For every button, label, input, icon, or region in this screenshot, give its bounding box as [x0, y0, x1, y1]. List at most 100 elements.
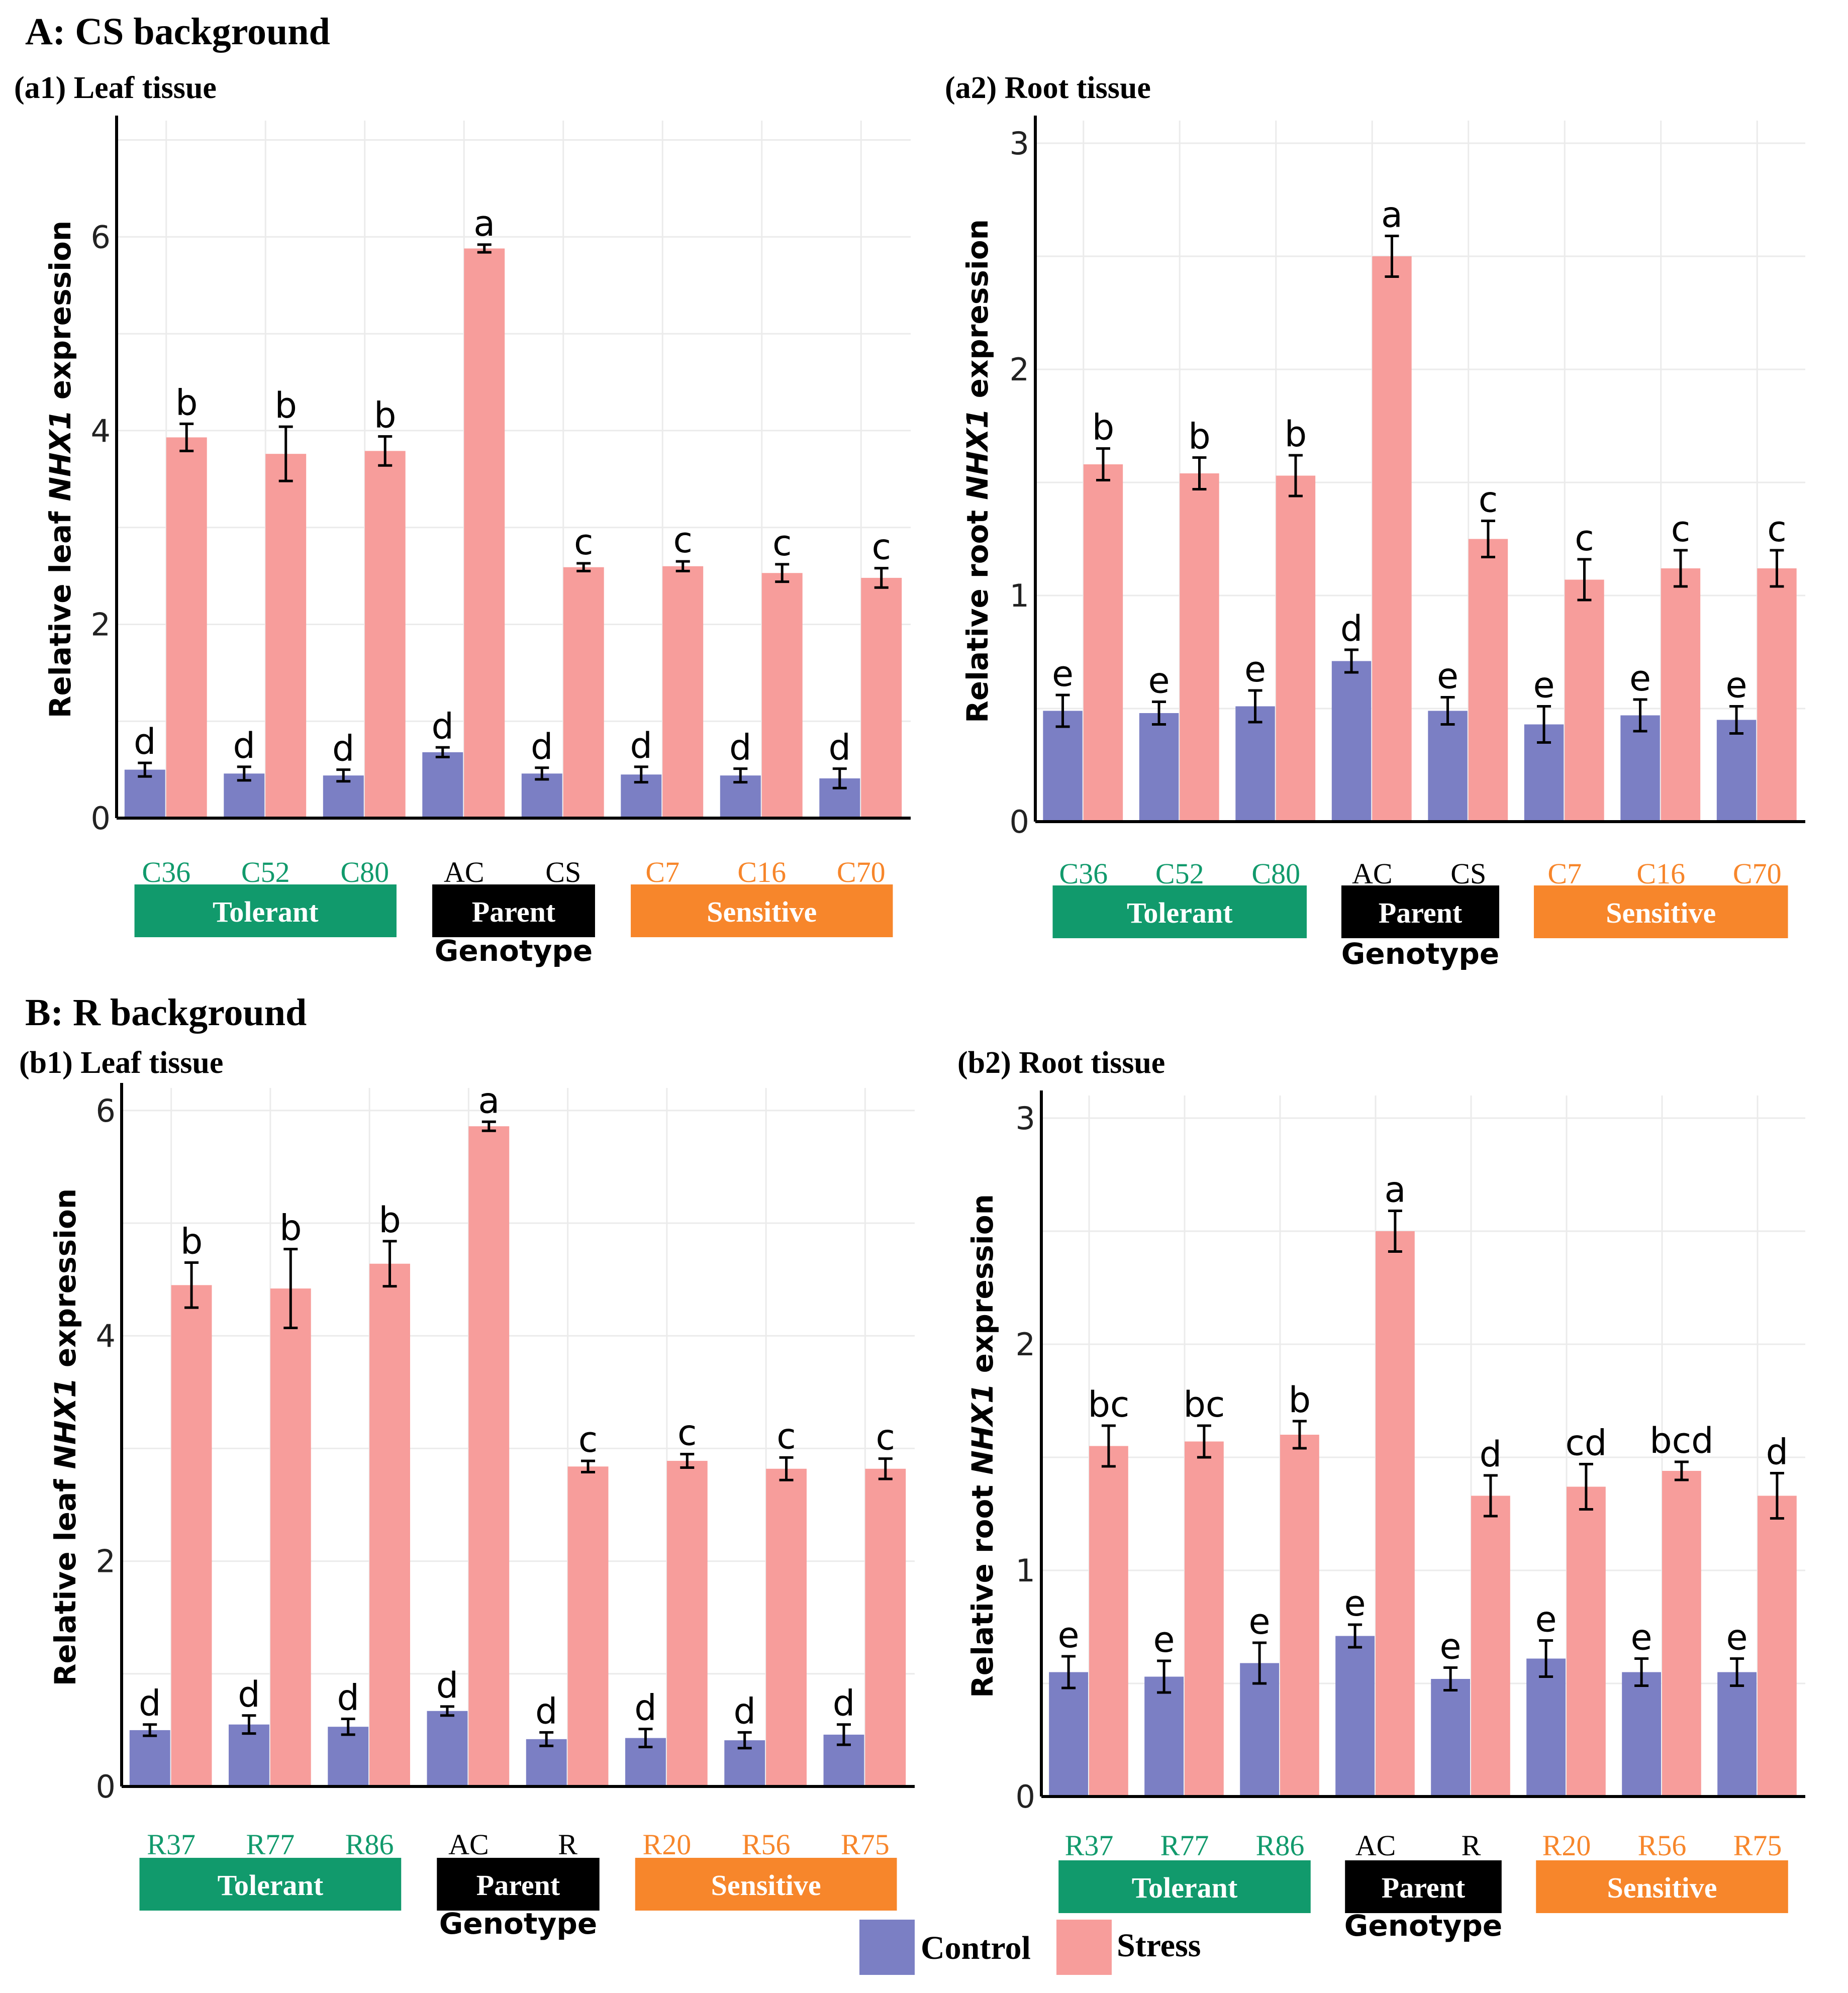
bar-control-R20: [1526, 1658, 1566, 1797]
group-label-tolerant: Tolerant: [1127, 896, 1233, 929]
group-band-tolerant: [1058, 1860, 1311, 1913]
errorbar-control-R20: [1539, 1639, 1553, 1678]
y-tick-label: 6: [96, 1092, 116, 1129]
errorbar-stress-CS: [1481, 520, 1495, 558]
errorbar-stress-R20: [680, 1453, 695, 1469]
significance-letter: e: [1440, 1626, 1462, 1667]
significance-letter: c: [574, 522, 594, 563]
errorbar-control-R75: [1730, 1657, 1744, 1687]
bar-stress-C80: [364, 451, 406, 818]
group-band-parent: [1345, 1860, 1502, 1913]
group-band-tolerant: [134, 884, 397, 937]
x-tick-label-AC: AC: [444, 856, 484, 888]
significance-letter: d: [332, 728, 354, 769]
bar-stress-R20: [666, 1461, 708, 1786]
x-tick-label-R37: R37: [147, 1828, 196, 1861]
chart-a2: (a2) Root tissue e e e d e e e e b b b a c c c c 0 1 2 3 Rela…: [945, 71, 1805, 971]
significance-letter: e: [1148, 660, 1170, 702]
bar-stress-C52: [265, 454, 307, 818]
group-label-sensitive: Sensitive: [711, 1869, 821, 1902]
errorbar-control-AC: [1348, 1623, 1363, 1649]
bar-stress-R: [567, 1466, 609, 1786]
group-label-parent: Parent: [476, 1869, 560, 1902]
bar-stress-C80: [1276, 475, 1316, 822]
significance-letter: b: [1285, 414, 1307, 455]
errorbar-stress-C7: [1577, 558, 1592, 602]
x-tick-label-R77: R77: [1160, 1829, 1209, 1862]
bar-stress-R20: [1567, 1486, 1606, 1797]
errorbar-stress-R20: [1579, 1463, 1593, 1511]
significance-letter: d: [535, 1690, 557, 1732]
significance-letter: b: [180, 1221, 203, 1262]
y-axis-label: Relative leaf NHX1 expression: [48, 1188, 82, 1686]
significance-letter: b: [1289, 1379, 1311, 1421]
x-tick-label-R: R: [1462, 1829, 1481, 1862]
significance-letter: d: [1480, 1434, 1502, 1475]
significance-letter: a: [473, 203, 495, 244]
y-axis-label-suffix: expression: [960, 219, 995, 408]
errorbar-control-R77: [242, 1714, 256, 1735]
group-band-tolerant: [139, 1858, 402, 1911]
errorbar-stress-R75: [1770, 1472, 1784, 1520]
significance-letter: b: [1092, 407, 1114, 448]
x-tick-label-R86: R86: [1256, 1829, 1305, 1862]
group-label-parent: Parent: [1379, 896, 1463, 929]
significance-letter: c: [871, 527, 891, 568]
bar-stress-C52: [1180, 473, 1219, 822]
bar-control-R: [1431, 1679, 1470, 1797]
chart-a1: (a1) Leaf tissue d d d d d d d d b b b a c c c c 0 2 4 6 Rela…: [14, 71, 911, 968]
chart-b2: (b2) Root tissue e e e e e e e e bc bc b a d cd bcd d 0 1 2…: [957, 1046, 1805, 1943]
significance-letter: d: [733, 1690, 755, 1732]
significance-letter: e: [1052, 653, 1074, 694]
errorbar-stress-C80: [378, 435, 393, 467]
errorbar-control-R56: [1634, 1657, 1649, 1687]
errorbar-control-C36: [1055, 693, 1070, 728]
bar-stress-CS: [563, 567, 604, 818]
errorbar-stress-C52: [278, 425, 293, 482]
section-a-title: A: CS background: [25, 11, 330, 53]
errorbar-control-C7: [634, 765, 648, 784]
significance-letter: d: [833, 1683, 855, 1724]
y-axis-label-suffix: expression: [43, 221, 77, 410]
errorbar-stress-R56: [1674, 1460, 1689, 1481]
significance-letter: bcd: [1649, 1420, 1713, 1461]
x-tick-label-CS: CS: [1450, 857, 1486, 890]
significance-letter: b: [175, 382, 198, 423]
bar-stress-R37: [1089, 1446, 1128, 1797]
legend-stress-swatch: [1056, 1920, 1112, 1975]
errorbar-control-C70: [832, 767, 847, 789]
y-tick-label: 2: [1016, 1326, 1035, 1363]
significance-letter: d: [829, 727, 851, 768]
y-axis-label-gene: NHX1: [43, 410, 77, 501]
bar-control-R75: [1717, 1672, 1757, 1797]
errorbar-stress-C16: [1673, 549, 1688, 588]
x-tick-label-R20: R20: [1542, 1829, 1591, 1862]
y-axis-label-gene: NHX1: [965, 1383, 1000, 1475]
x-axis-label: Genotype: [1341, 937, 1499, 971]
y-axis-label-gene: NHX1: [48, 1377, 82, 1469]
significance-letter: d: [432, 706, 454, 747]
bar-stress-C70: [861, 577, 902, 818]
legend: Control Stress: [859, 1920, 1201, 1975]
bar-stress-R86: [1280, 1435, 1319, 1797]
y-axis-label-suffix: expression: [965, 1194, 1000, 1383]
x-tick-label-R: R: [558, 1828, 577, 1861]
bar-stress-R56: [766, 1468, 807, 1786]
x-tick-label-C80: C80: [340, 856, 389, 888]
x-tick-label-C52: C52: [241, 856, 290, 888]
y-axis-label: Relative leaf NHX1 expression: [43, 221, 77, 718]
bar-stress-AC: [464, 248, 505, 818]
significance-letter: c: [1479, 479, 1498, 521]
group-band-parent: [437, 1858, 600, 1911]
y-tick-label: 0: [91, 800, 111, 837]
x-tick-label-AC: AC: [1352, 857, 1393, 890]
group-band-tolerant: [1052, 885, 1307, 938]
significance-letter: e: [1437, 656, 1458, 697]
errorbar-stress-R77: [283, 1248, 298, 1330]
x-tick-label-R86: R86: [345, 1828, 394, 1861]
significance-letter: d: [729, 727, 751, 768]
y-axis-label-prefix: Relative leaf: [48, 1469, 82, 1686]
chart-title: (a1) Leaf tissue: [14, 71, 217, 105]
significance-letter: e: [1153, 1619, 1175, 1660]
